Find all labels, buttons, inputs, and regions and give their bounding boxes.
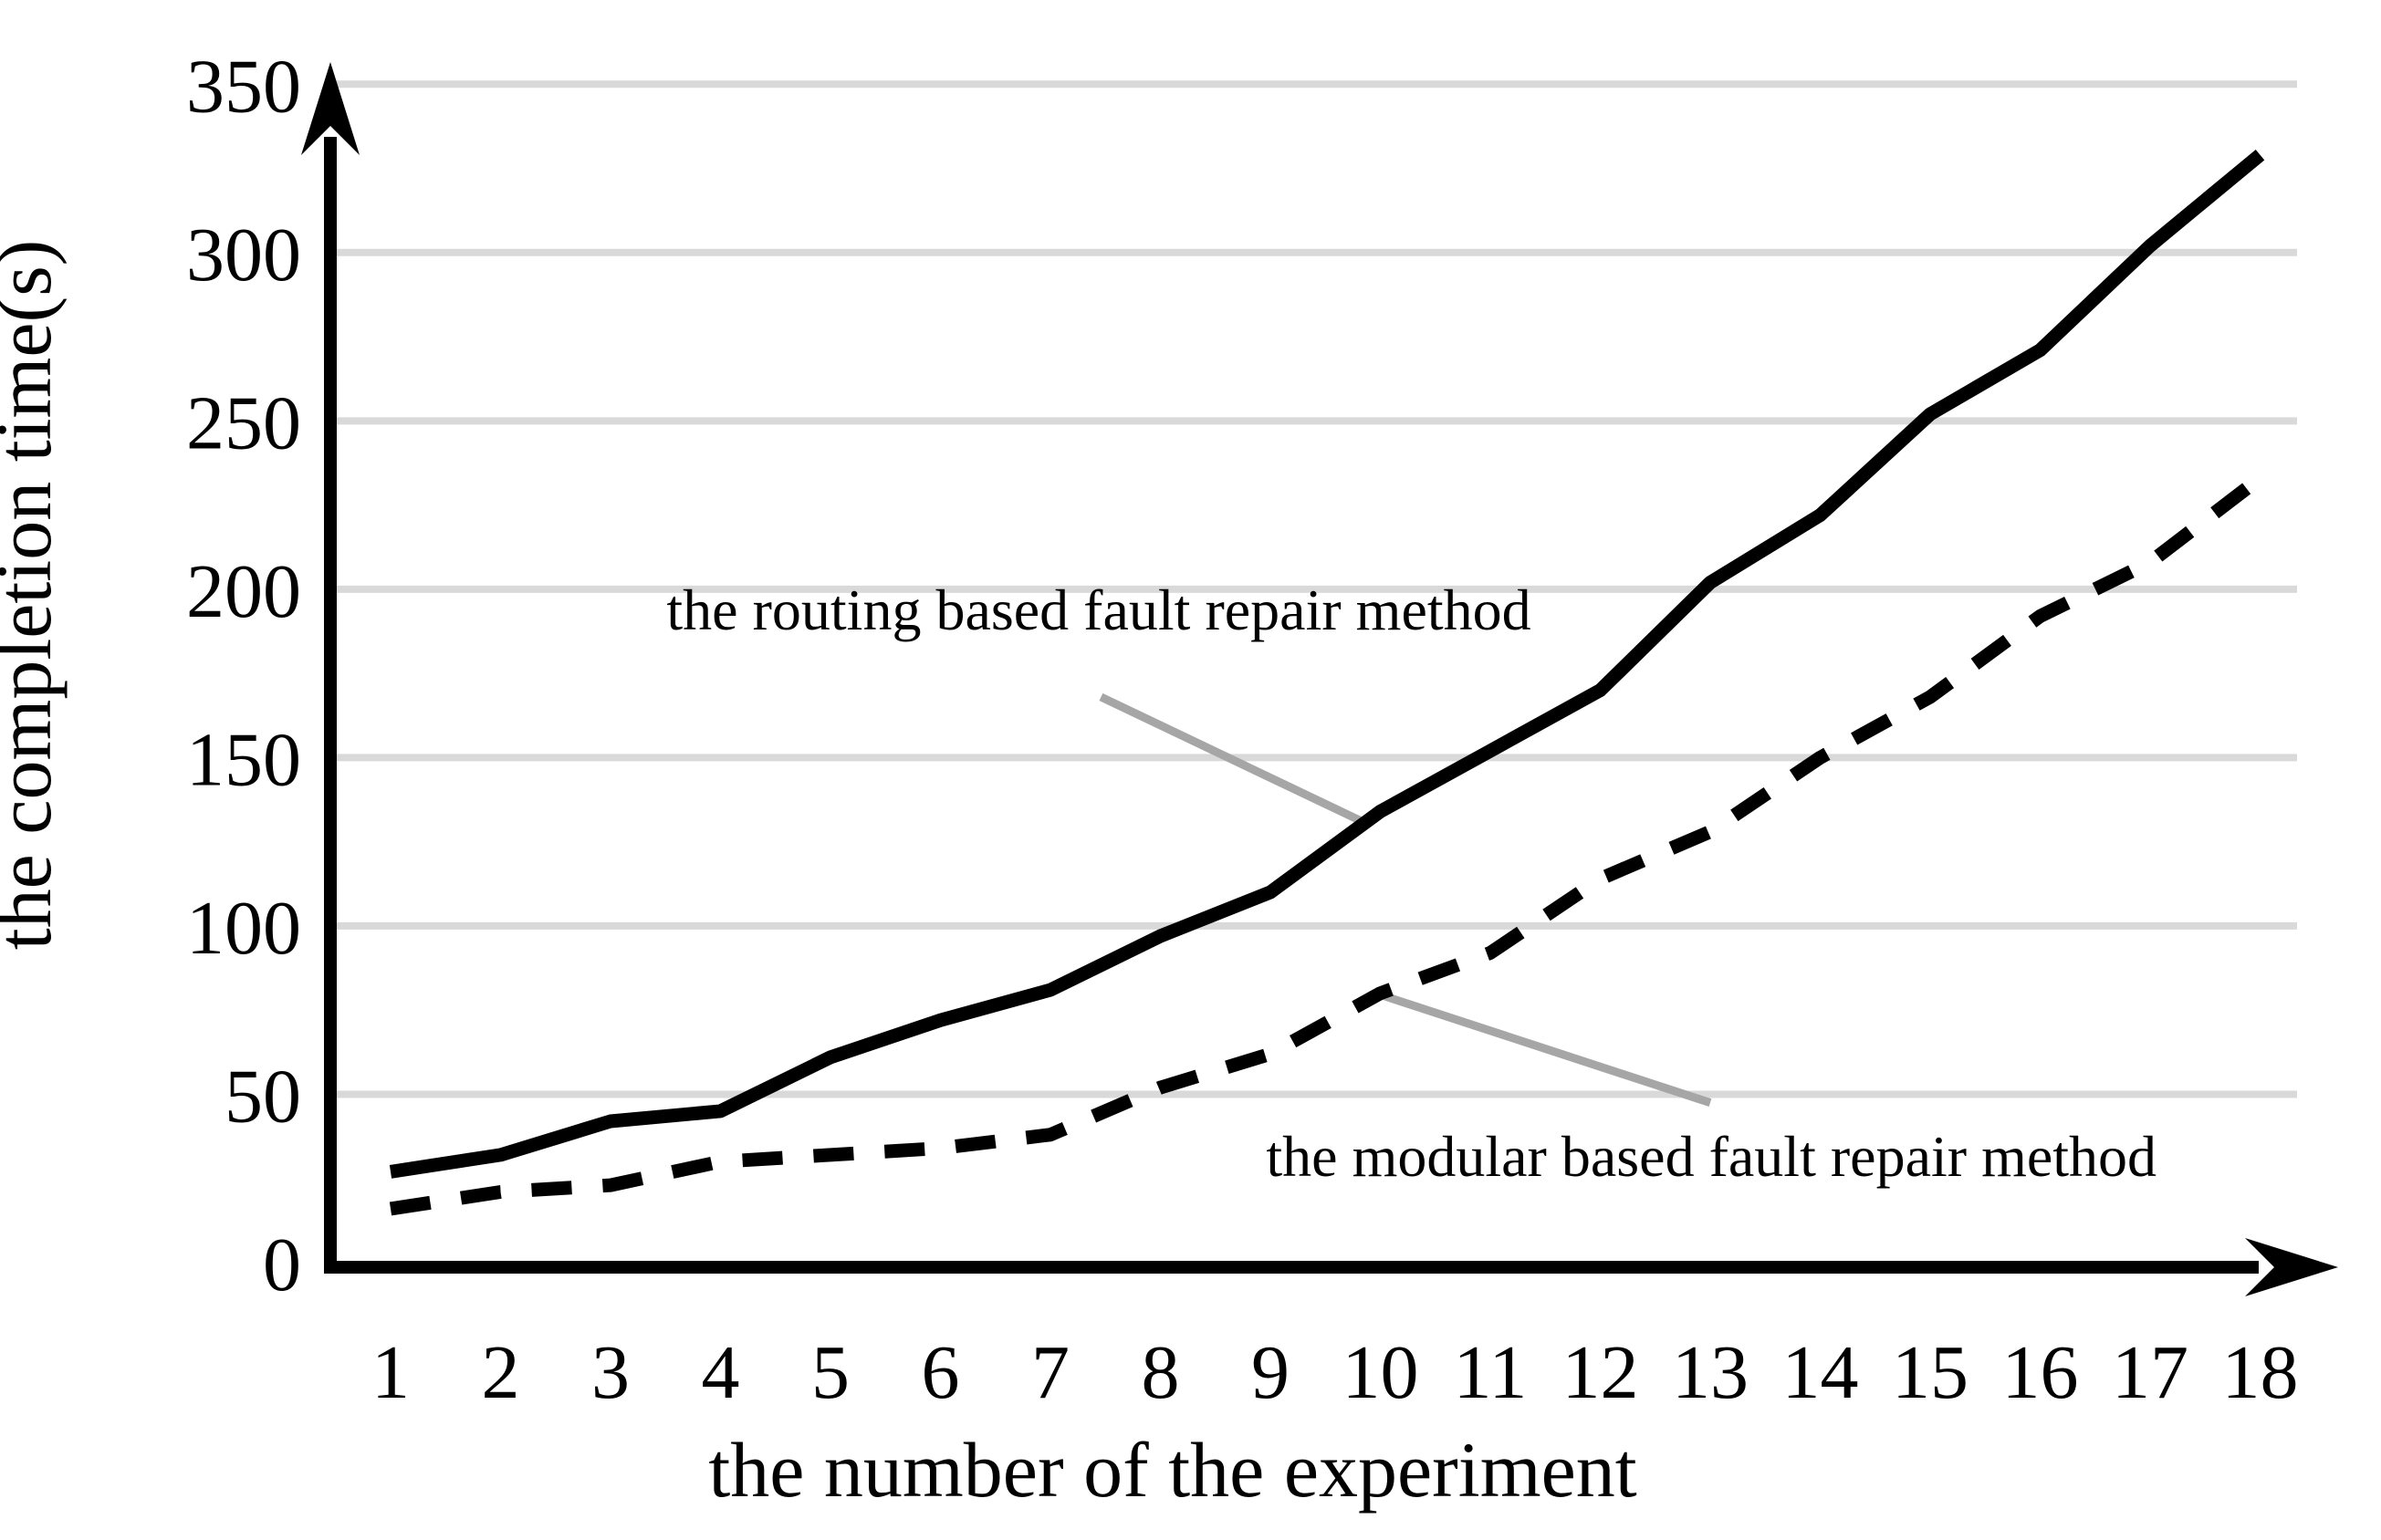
x-tick-label-1: 1 xyxy=(371,1330,410,1415)
x-tick-label-6: 6 xyxy=(922,1330,960,1415)
x-tick-label-4: 4 xyxy=(702,1330,740,1415)
callout-line-1 xyxy=(1374,989,1712,1107)
y-axis-arrowhead xyxy=(301,62,360,155)
y-tick-label-300: 300 xyxy=(186,213,301,297)
x-tick-label-18: 18 xyxy=(2222,1330,2299,1415)
x-tick-label-12: 12 xyxy=(1562,1330,1639,1415)
y-tick-label-150: 150 xyxy=(186,717,301,802)
x-tick-label-9: 9 xyxy=(1251,1330,1290,1415)
annotation-callout-lines xyxy=(1099,692,1712,1107)
x-tick-label-10: 10 xyxy=(1342,1330,1419,1415)
y-tick-label-200: 200 xyxy=(186,549,301,634)
x-tick-label-16: 16 xyxy=(2002,1330,2079,1415)
annotation-modular-method-label: the modular based fault repair method xyxy=(1266,1124,2156,1189)
dashed-series-line xyxy=(389,473,2265,1216)
x-tick-label-3: 3 xyxy=(591,1330,630,1415)
solid-series-line xyxy=(389,149,2265,1179)
x-axis-title: the number of the experiment xyxy=(708,1426,1636,1514)
annotation-routing-method-label: the routing based fault repair method xyxy=(666,578,1530,642)
x-tick-label-13: 13 xyxy=(1672,1330,1749,1415)
x-axis-tick-labels: 1 2 3 4 5 6 7 8 9 10 11 12 13 14 15 16 17 18 xyxy=(371,1330,2299,1415)
x-axis-arrowhead xyxy=(2245,1238,2338,1296)
y-tick-label-250: 250 xyxy=(186,380,301,465)
x-tick-label-15: 15 xyxy=(1892,1330,1969,1415)
y-tick-label-350: 350 xyxy=(186,44,301,129)
y-axis-tick-labels: 0 50 100 150 200 250 300 350 xyxy=(186,44,301,1307)
x-tick-label-11: 11 xyxy=(1454,1330,1528,1415)
y-tick-label-0: 0 xyxy=(263,1223,301,1307)
horizontal-gridlines xyxy=(325,80,2297,1098)
x-tick-label-17: 17 xyxy=(2112,1330,2188,1415)
y-tick-label-100: 100 xyxy=(186,886,301,971)
y-axis-title: the completion time(s) xyxy=(0,240,68,951)
x-tick-label-8: 8 xyxy=(1142,1330,1180,1415)
data-series-lines xyxy=(389,149,2265,1216)
x-tick-label-2: 2 xyxy=(482,1330,520,1415)
x-tick-label-5: 5 xyxy=(811,1330,850,1415)
x-tick-label-7: 7 xyxy=(1031,1330,1070,1415)
callout-line-0 xyxy=(1099,692,1372,829)
y-tick-label-50: 50 xyxy=(225,1054,301,1139)
axes-with-arrowheads xyxy=(301,62,2338,1296)
x-tick-label-14: 14 xyxy=(1782,1330,1859,1415)
